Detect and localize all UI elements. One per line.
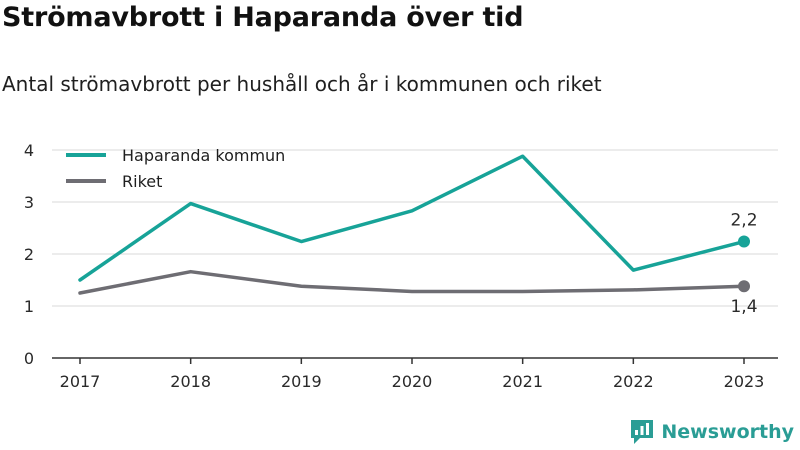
y-tick-label: 1 — [24, 297, 34, 316]
legend-label-riket: Riket — [122, 172, 162, 191]
end-point-haparanda-kommun — [738, 235, 750, 248]
series-line-haparanda-kommun — [78, 154, 746, 282]
grid-lines — [52, 149, 778, 307]
x-tick-label: 2018 — [170, 372, 211, 391]
brand-name: Newsworthy — [661, 421, 794, 443]
x-axis: 2017 2018 2019 2020 2021 2022 2023 — [52, 357, 778, 391]
x-tick-label: 2021 — [502, 372, 543, 391]
chart-subtitle: Antal strömavbrott per hushåll och år i … — [2, 72, 602, 96]
end-label-haparanda-kommun: 2,2 — [730, 211, 757, 231]
x-tick-label: 2017 — [60, 372, 101, 391]
y-axis-ticks: 0 1 2 3 4 — [24, 141, 34, 368]
series-line-riket — [78, 269, 746, 295]
chart-title: Strömavbrott i Haparanda över tid — [2, 2, 524, 33]
y-tick-label: 4 — [24, 141, 34, 160]
x-tick-label: 2020 — [392, 372, 433, 391]
legend: Haparanda kommun Riket — [66, 146, 285, 191]
y-tick-label: 0 — [24, 349, 34, 368]
y-tick-label: 3 — [24, 193, 34, 212]
newsworthy-brand: Newsworthy — [629, 418, 794, 446]
end-label-riket: 1,4 — [730, 297, 757, 317]
newsworthy-logo-icon — [631, 420, 654, 444]
x-tick-label: 2022 — [613, 372, 654, 391]
end-point-riket — [738, 280, 750, 293]
x-tick-label: 2023 — [724, 372, 765, 391]
legend-label-haparanda-kommun: Haparanda kommun — [122, 146, 285, 165]
x-tick-label: 2019 — [281, 372, 322, 391]
y-tick-label: 2 — [24, 245, 34, 264]
series-lines: 2,2 1,4 — [78, 154, 758, 317]
